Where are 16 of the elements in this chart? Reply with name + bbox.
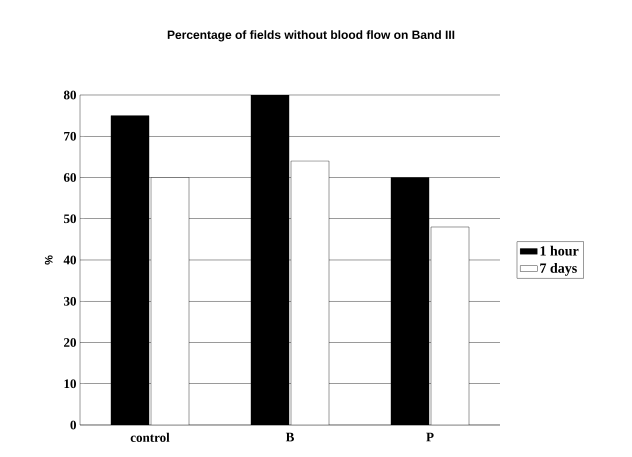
y-tick-label: 80 xyxy=(64,90,76,100)
x-tick-label: control xyxy=(130,432,170,442)
x-tick-label: P xyxy=(426,432,434,442)
y-tick-label: 40 xyxy=(64,256,76,264)
y-tick-label: 60 xyxy=(64,173,76,182)
y-tick-label: 20 xyxy=(64,338,76,347)
y-tick-label: 30 xyxy=(64,296,76,306)
y-tick-label: 0 xyxy=(70,420,76,430)
legend-label: 1 hour xyxy=(540,246,578,256)
y-axis-title: % xyxy=(44,255,53,265)
y-tick-label: 70 xyxy=(64,132,76,141)
x-tick-label: B xyxy=(286,432,294,442)
chart-title: Percentage of fields without blood flow on Band III xyxy=(168,30,454,42)
y-tick-label: 50 xyxy=(64,214,76,224)
y-tick-label: 10 xyxy=(64,379,76,388)
legend-label: 7 days xyxy=(540,262,577,276)
